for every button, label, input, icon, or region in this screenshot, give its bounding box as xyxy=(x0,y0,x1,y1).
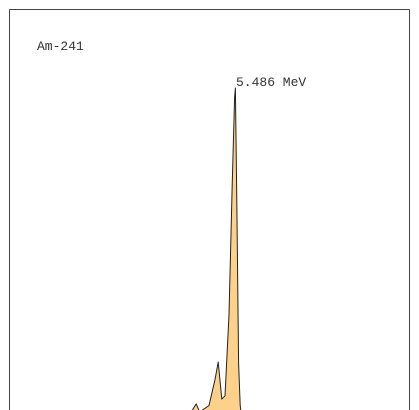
peak-annotation: 5.486 MeV xyxy=(236,75,306,90)
spectrum-area xyxy=(191,87,242,410)
chart-title: Am-241 xyxy=(37,39,84,54)
